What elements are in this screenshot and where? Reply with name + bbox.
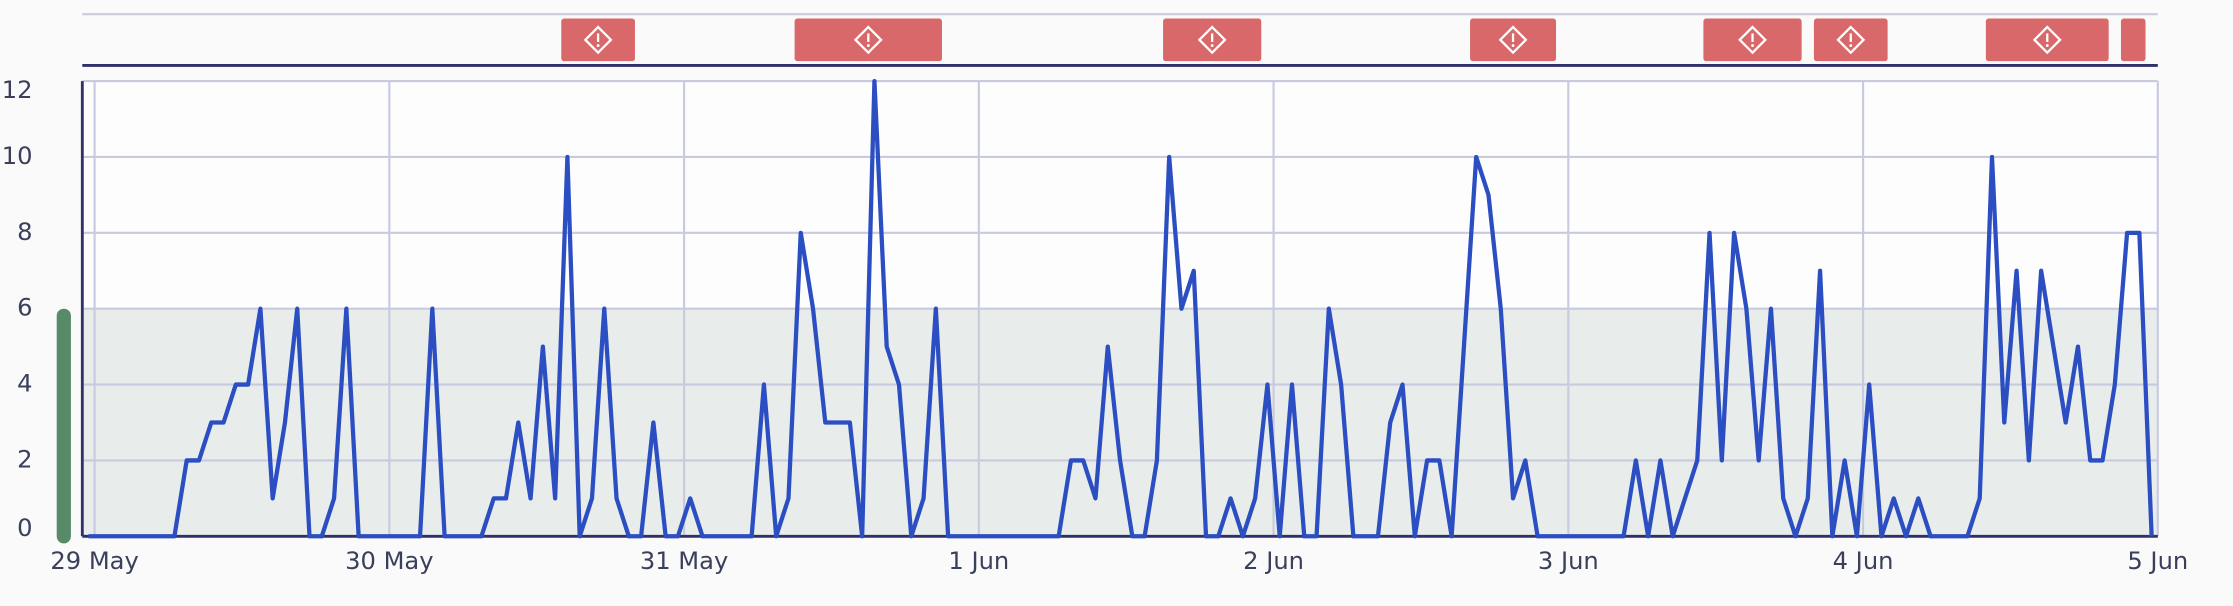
x-tick-label: 5 Jun bbox=[2127, 547, 2188, 575]
range-indicator bbox=[56, 308, 71, 544]
warning-icon-dot bbox=[2045, 44, 2049, 47]
warning-icon bbox=[853, 25, 883, 55]
warning-icon-dot bbox=[1751, 44, 1754, 47]
x-tick-label: 29 May bbox=[50, 547, 138, 575]
x-tick-label: 30 May bbox=[345, 547, 433, 575]
warning-icon-dot bbox=[866, 44, 870, 47]
warning-icon bbox=[583, 25, 613, 55]
warning-icon bbox=[1738, 25, 1767, 55]
event-marker[interactable] bbox=[1703, 18, 1802, 62]
x-tick-label: 2 Jun bbox=[1243, 547, 1304, 575]
warning-icon bbox=[1498, 25, 1528, 55]
warning-icon bbox=[2032, 25, 2062, 55]
x-tick-label: 1 Jun bbox=[948, 547, 1009, 575]
event-marker[interactable] bbox=[2120, 18, 2146, 62]
event-marker[interactable] bbox=[1985, 18, 2109, 62]
y-tick-label: 12 bbox=[2, 76, 33, 104]
event-bar[interactable] bbox=[2120, 18, 2146, 62]
warning-icon bbox=[1836, 25, 1866, 55]
y-tick-label: 0 bbox=[17, 514, 32, 542]
y-tick-label: 8 bbox=[17, 218, 32, 246]
event-marker[interactable] bbox=[1813, 18, 1888, 62]
event-marker[interactable] bbox=[794, 18, 942, 62]
warning-icon-dot bbox=[596, 44, 600, 47]
event-marker[interactable] bbox=[1163, 18, 1262, 62]
warning-icon bbox=[1197, 25, 1227, 55]
warning-icon-dot bbox=[1849, 44, 1853, 47]
y-tick-label: 4 bbox=[17, 370, 32, 398]
x-tick-label: 31 May bbox=[640, 547, 728, 575]
y-tick-label: 2 bbox=[17, 445, 32, 473]
x-tick-label: 4 Jun bbox=[1833, 547, 1894, 575]
y-tick-label: 6 bbox=[17, 294, 32, 322]
warning-icon-dot bbox=[1210, 44, 1214, 47]
x-tick-label: 3 Jun bbox=[1538, 547, 1599, 575]
event-marker[interactable] bbox=[1470, 18, 1557, 62]
normal-range-band bbox=[82, 308, 2158, 537]
event-marker[interactable] bbox=[561, 18, 635, 62]
warning-icon-dot bbox=[1511, 44, 1515, 47]
data-line bbox=[88, 78, 2154, 539]
y-tick-label: 10 bbox=[2, 142, 33, 170]
